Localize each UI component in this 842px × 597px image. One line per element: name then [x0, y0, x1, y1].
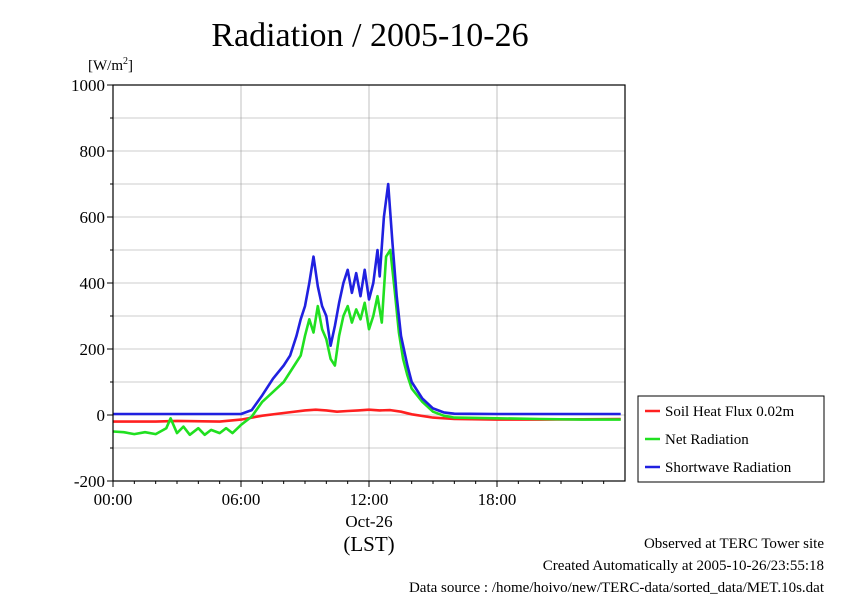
- y-tick-label: 400: [80, 274, 106, 293]
- legend: Soil Heat Flux 0.02m Net Radiation Shortwa…: [637, 395, 825, 483]
- y-tick-label: 200: [80, 340, 106, 359]
- y-tick-label: 0: [97, 406, 106, 425]
- axis-ticks: -200 0 200 400 600 800 1000 00:00 06:00 12:00 18:0…: [71, 76, 605, 509]
- footer-observed: Observed at TERC Tower site: [643, 536, 824, 552]
- x-tick-label: 00:00: [94, 490, 133, 509]
- y-tick-label: -200: [74, 472, 105, 491]
- series-line-2: [113, 182, 621, 416]
- legend-label: Shortwave Radiation: [665, 460, 792, 476]
- x-axis-label: (LST): [343, 532, 394, 556]
- x-tick-label: 18:00: [478, 490, 517, 509]
- legend-label: Net Radiation: [665, 432, 749, 448]
- footer-data-source: Data source : /home/hoivo/new/TERC-data/…: [408, 580, 824, 596]
- series-layer: [112, 182, 621, 437]
- y-tick-label: 1000: [71, 76, 105, 95]
- y-tick-label: 600: [80, 208, 106, 227]
- legend-box: [637, 395, 825, 483]
- y-tick-label: 800: [80, 142, 106, 161]
- legend-label: Soil Heat Flux 0.02m: [665, 404, 795, 420]
- chart-title: Radiation / 2005-10-26: [211, 17, 528, 54]
- series-line-0: [113, 408, 621, 423]
- x-tick-label: 06:00: [222, 490, 261, 509]
- x-tick-label: 12:00: [350, 490, 389, 509]
- footer-created: Created Automatically at 2005-10-26/23:5…: [542, 558, 824, 574]
- x-date-label: Oct-26: [345, 512, 392, 531]
- y-axis-unit: [W/m2]: [88, 56, 133, 74]
- series-line-1: [112, 248, 621, 437]
